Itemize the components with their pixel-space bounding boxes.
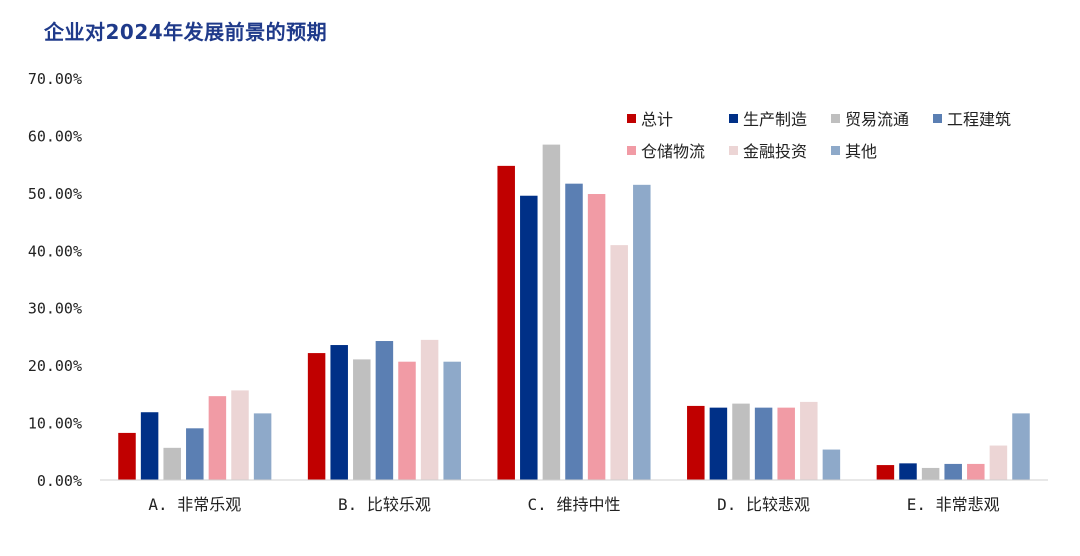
legend-label: 金融投资	[743, 142, 807, 161]
x-category-label: E. 非常悲观	[907, 495, 1000, 514]
chart-title: 企业对2024年发展前景的预期	[44, 20, 328, 44]
bar	[140, 412, 159, 480]
y-tick-label: 60.00%	[28, 127, 82, 145]
bar	[822, 449, 841, 480]
bar	[497, 165, 515, 480]
bar	[163, 447, 181, 480]
legend-swatch	[627, 146, 636, 155]
legend-swatch	[831, 114, 840, 123]
x-category-label: B. 比较乐观	[338, 495, 431, 514]
bar	[307, 353, 326, 480]
bar	[542, 144, 561, 480]
bar	[1012, 413, 1030, 480]
bar	[944, 463, 962, 480]
legend-label: 总计	[641, 110, 673, 129]
bar	[989, 445, 1008, 480]
bar	[253, 413, 272, 480]
x-category-label: D. 比较悲观	[717, 495, 810, 514]
bar	[231, 390, 249, 480]
bar	[800, 401, 818, 480]
legend-swatch	[729, 114, 738, 123]
bar	[353, 359, 371, 480]
bar	[633, 184, 651, 480]
legend-label: 其他	[845, 142, 877, 161]
bar	[899, 463, 917, 480]
legend-swatch	[933, 114, 942, 123]
y-tick-label: 0.00%	[37, 472, 82, 490]
bar	[186, 428, 204, 480]
y-axis: 0.00% 10.00% 20.00% 30.00% 40.00% 50.00% 60.00…	[28, 70, 82, 490]
x-category-label: A. 非常乐观	[148, 495, 241, 514]
bar	[876, 465, 895, 480]
bar	[565, 183, 583, 481]
bar	[754, 407, 773, 480]
bar	[587, 194, 606, 480]
y-tick-label: 50.00%	[28, 185, 82, 203]
legend-label: 工程建筑	[947, 110, 1011, 129]
y-tick-label: 70.00%	[28, 70, 82, 88]
x-category-label: C. 维持中性	[528, 495, 621, 514]
y-tick-label: 10.00%	[28, 415, 82, 433]
y-tick-label: 40.00%	[28, 242, 82, 260]
bar	[610, 245, 628, 480]
legend-label: 贸易流通	[845, 110, 909, 129]
bar	[967, 463, 985, 480]
bar	[375, 341, 394, 480]
y-tick-label: 30.00%	[28, 300, 82, 318]
legend-swatch	[627, 114, 636, 123]
legend-label: 生产制造	[743, 110, 807, 129]
legend-label: 仓储物流	[641, 142, 705, 161]
y-tick-label: 20.00%	[28, 357, 82, 375]
bar	[443, 361, 461, 480]
x-axis: A. 非常乐观 B. 比较乐观 C. 维持中性 D. 比较悲观 E. 非常悲观	[100, 479, 1048, 514]
bar	[398, 361, 416, 480]
bar	[687, 405, 705, 480]
bar	[330, 345, 348, 480]
bar	[208, 396, 227, 480]
bar	[921, 467, 940, 480]
legend-swatch	[729, 146, 738, 155]
legend-swatch	[831, 146, 840, 155]
bar	[732, 403, 750, 480]
bar	[420, 339, 439, 480]
bars	[118, 144, 1030, 481]
bar	[709, 407, 728, 480]
bar	[520, 195, 538, 481]
bar	[777, 407, 795, 480]
bar	[118, 432, 136, 480]
